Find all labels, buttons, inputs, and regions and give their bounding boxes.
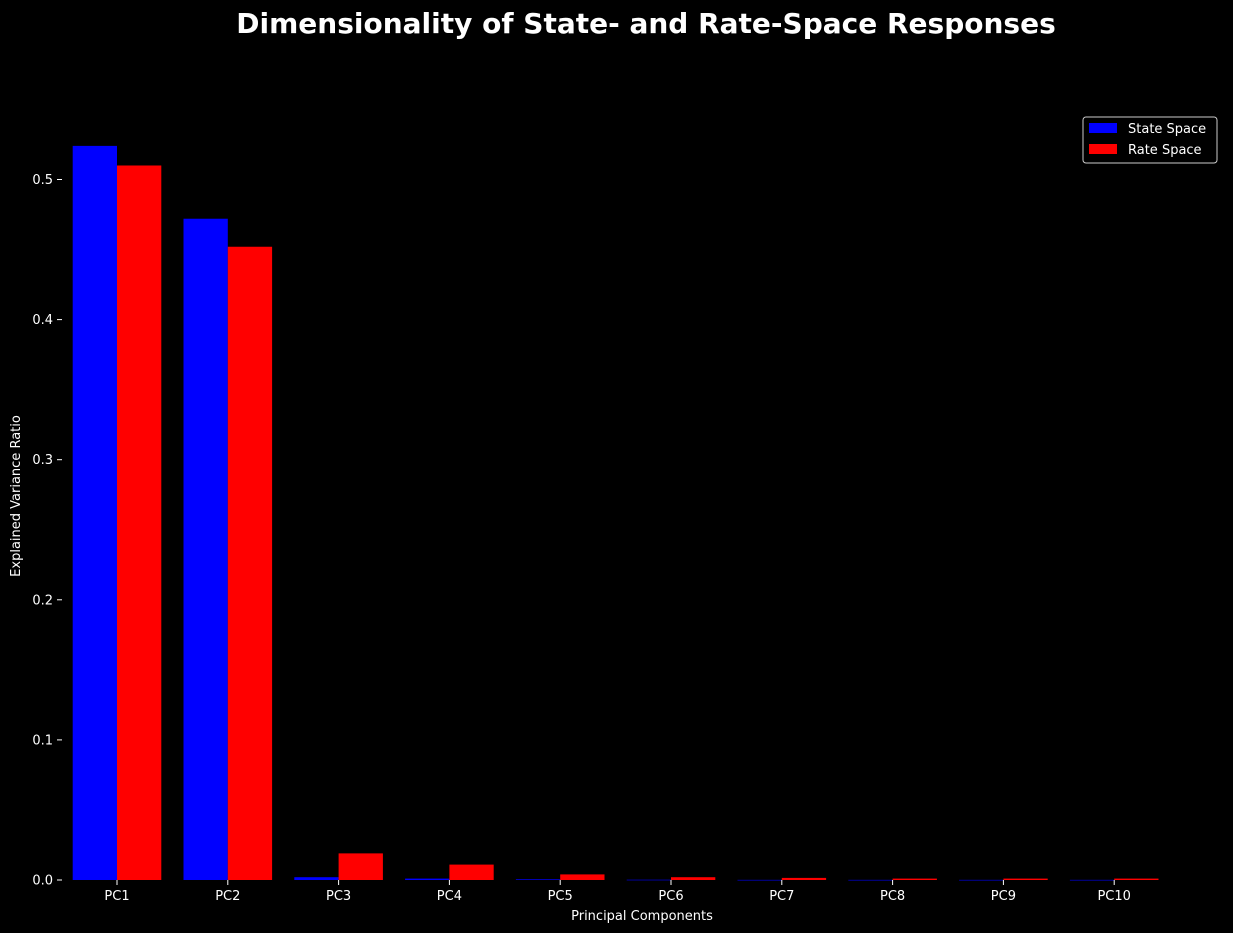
bar-state-space-pc8 [848, 879, 893, 881]
legend-swatch-state-space [1089, 123, 1117, 133]
bar-state-space-pc7 [737, 879, 782, 881]
x-tick-label: PC5 [548, 889, 573, 904]
x-tick-label: PC9 [991, 889, 1016, 904]
bar-rate-space-pc10 [1114, 878, 1159, 880]
x-tick-label: PC3 [326, 889, 351, 904]
legend-swatch-rate-space [1089, 144, 1117, 154]
x-tick-label: PC10 [1097, 889, 1130, 904]
x-tick-label: PC2 [215, 889, 240, 904]
bar-state-space-pc10 [1069, 879, 1115, 881]
chart-title: Dimensionality of State- and Rate-Space … [236, 7, 1055, 40]
bar-rate-space-pc2 [227, 246, 273, 880]
x-axis-label: Principal Components [571, 909, 713, 924]
bar-state-space-pc5 [515, 879, 561, 880]
x-tick-label: PC7 [769, 889, 794, 904]
legend-label-rate-space: Rate Space [1128, 143, 1202, 158]
y-tick-label: 0.3 [32, 453, 53, 468]
bars-group [72, 145, 1159, 881]
bar-rate-space-pc5 [560, 874, 605, 880]
bar-state-space-pc4 [405, 878, 450, 880]
y-axis-label: Explained Variance Ratio [9, 415, 24, 577]
x-tick-label: PC1 [104, 889, 129, 904]
x-tick-label: PC8 [880, 889, 905, 904]
bar-rate-space-pc9 [1003, 878, 1048, 880]
y-tick-label: 0.2 [32, 593, 53, 608]
bar-state-space-pc3 [294, 877, 339, 880]
bar-state-space-pc2 [183, 218, 228, 881]
bar-rate-space-pc4 [449, 864, 494, 880]
bar-rate-space-pc6 [671, 877, 716, 880]
y-tick-label: 0.5 [32, 173, 53, 188]
y-tick-label: 0.4 [32, 313, 53, 328]
bar-rate-space-pc1 [117, 165, 162, 881]
bar-rate-space-pc7 [781, 877, 827, 880]
y-tick-label: 0.1 [32, 733, 53, 748]
x-axis: PC1 PC2 PC3 PC4 PC5 PC6 PC7 PC8 PC9 PC10 [104, 880, 1131, 904]
bar-state-space-pc1 [72, 145, 117, 880]
y-axis: 0.0 0.1 0.2 0.3 0.4 0.5 [32, 173, 62, 889]
y-tick-label: 0.0 [32, 874, 53, 889]
bar-rate-space-pc3 [338, 853, 383, 880]
legend-label-state-space: State Space [1128, 122, 1206, 137]
bar-state-space-pc6 [626, 879, 671, 881]
x-tick-label: PC4 [437, 889, 462, 904]
x-tick-label: PC6 [658, 889, 683, 904]
bar-rate-space-pc8 [892, 878, 937, 880]
bar-state-space-pc9 [959, 879, 1004, 881]
legend: State Space Rate Space [1082, 116, 1218, 164]
